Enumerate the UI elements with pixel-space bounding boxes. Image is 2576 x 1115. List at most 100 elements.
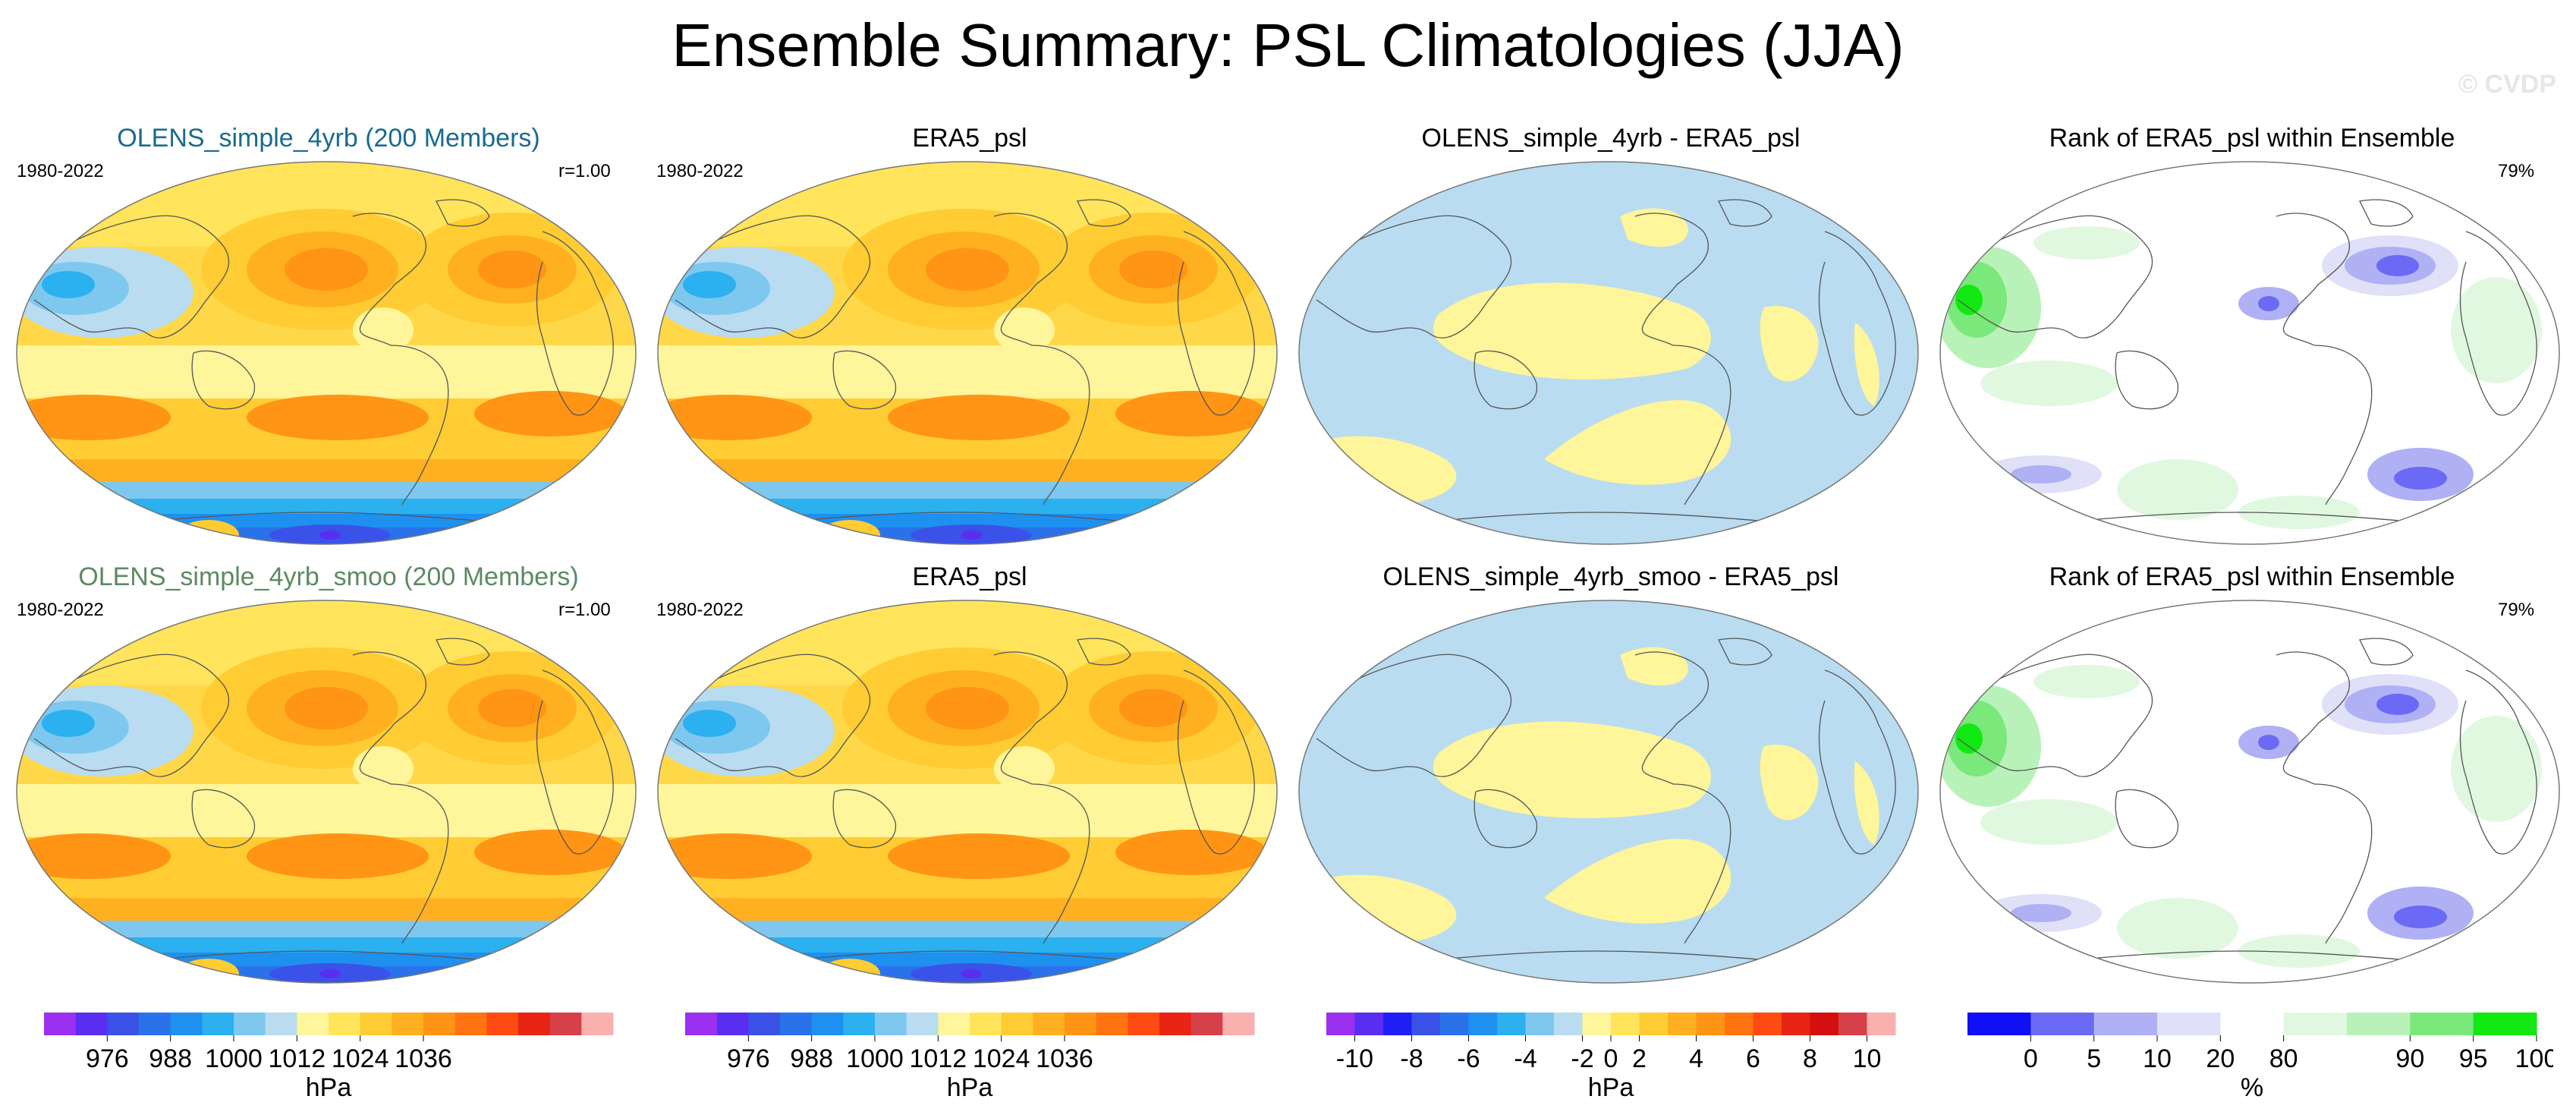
colorbar-swatch [360,1013,392,1035]
low-antarctic-core [319,531,341,540]
colorbar-swatch [811,1013,844,1035]
colorbar-swatch [1222,1013,1255,1035]
colorbar-swatch [1668,1013,1697,1035]
psl-era5-map [657,600,1278,984]
colorbar-psl: 976 988 1000 1012 1024 1036 hPa [685,1013,1255,1102]
colorbar-swatch [1128,1013,1160,1035]
colorbar-tick-label: 988 [790,1044,833,1073]
difference-field [1299,162,1918,544]
band-southern-ocean-1 [17,921,636,937]
colorbar-swatch [44,1013,77,1035]
colorbar-swatch [75,1013,108,1035]
colorbar-swatch [518,1013,551,1035]
rank-low-atlantic-core [2376,255,2419,276]
coastline-greenland [1718,199,1772,227]
colorbar-swatch [1611,1013,1640,1035]
panel-title: Rank of ERA5_psl within Ensemble [2049,124,2455,153]
colorbar-swatch [549,1013,582,1035]
coastline-europe-africa [2459,231,2537,416]
colorbar-tick-label: -6 [1457,1044,1480,1073]
psl-difference-map [1298,161,1919,545]
colorbar-swatch [392,1013,424,1035]
colorbar-swatch [1867,1013,1896,1035]
colorbar-swatch [2410,1013,2474,1035]
colorbar-units: hPa [947,1073,993,1102]
rank-low-east-pacific-core [2258,296,2279,311]
coastline-greenland [1718,638,1772,666]
high-south-indian [888,833,1070,879]
high-north-pacific-core [926,248,1009,291]
colorbar-swatch [581,1013,614,1035]
period-label: 1980-2022 [656,600,744,620]
colorbar-swatch [1696,1013,1725,1035]
positive-region-africa [1854,323,1879,406]
rank-percent-label: 79% [2498,161,2535,181]
colorbar-tick-label: 90 [2395,1044,2424,1073]
cvdp-watermark: © CVDP [2458,70,2556,99]
positive-region-north-pacific [1620,647,1688,686]
coastline-greenland [1077,199,1131,227]
panel-title: OLENS_simple_4yrb_smoo - ERA5_psl [1382,562,1839,591]
rank-high-asia-core [1955,723,1983,754]
psl-difference-map [1298,600,1919,984]
period-label: 1980-2022 [17,600,104,620]
colorbar-tick-label: 1036 [1036,1044,1093,1073]
colorbar-swatch [1001,1013,1033,1035]
correlation-label: r=1.00 [558,161,611,181]
low-asia-core [42,710,95,737]
colorbar-tick-label: 4 [1689,1044,1703,1073]
coastline-greenland [436,638,490,666]
map-border [657,161,1278,545]
band-ridge-south [658,898,1277,921]
high-north-atlantic-core [1119,250,1187,288]
colorbar-swatch [1440,1013,1469,1035]
colorbar-swatch [265,1013,297,1035]
coastline-europe-africa [2459,669,2537,855]
colorbar-units: % [2241,1073,2263,1102]
colorbar-tick-label: 1000 [846,1044,904,1073]
band-tropics [17,345,636,398]
rank-high-africa [2451,277,2542,383]
coastline-south-america [2313,345,2373,506]
positive-region-tropics [1433,721,1711,818]
coastline-south-america [1672,783,1731,944]
colorbar-swatch [875,1013,907,1035]
band-southern-ocean-1 [658,921,1277,937]
colorbar-swatch [1525,1013,1555,1035]
psl-field [17,162,636,544]
band-southern-ocean-1 [658,482,1277,499]
high-north-pacific-core [285,248,368,291]
colorbar-tick-label: 976 [727,1044,770,1073]
colorbar-tick-label: 95 [2459,1044,2488,1073]
panel-title: OLENS_simple_4yrb_smoo (200 Members) [78,562,579,591]
colorbar-tick-label: 20 [2206,1044,2235,1073]
high-north-atlantic-core [1119,689,1187,727]
coastline-australia [1474,350,1537,410]
colorbar-swatch [1554,1013,1583,1035]
colorbar-swatch [1411,1013,1441,1035]
colorbar-difference: -10 -8 -6 -4 -2 0 2 4 6 8 10 hPa [1326,1013,1896,1102]
high-south-pacific [474,830,626,875]
band-ridge-south [658,459,1277,482]
colorbar-swatch [1725,1013,1754,1035]
colorbar-swatch [2220,1013,2285,1035]
low-central-america [994,307,1055,353]
positive-region-tropics [1433,282,1711,380]
coastline-south-america [1031,783,1090,944]
colorbar-swatch [748,1013,781,1035]
coastline-australia [191,350,255,410]
high-south-indian [247,395,429,440]
coastline-asia [667,215,871,339]
band-ridge-south [17,898,636,921]
map-border [1298,161,1919,545]
low-central-america [353,307,414,353]
colorbar-swatch [1065,1013,1097,1035]
coastline-asia [26,215,230,339]
colorbar-swatch [1497,1013,1526,1035]
coastline-asia [1949,215,2153,339]
coastline-australia [1474,789,1537,849]
panel-title: ERA5_psl [912,124,1027,153]
colorbar-tick-label: 2 [1632,1044,1647,1073]
colorbar-swatch [906,1013,939,1035]
colorbar-swatch [716,1013,749,1035]
